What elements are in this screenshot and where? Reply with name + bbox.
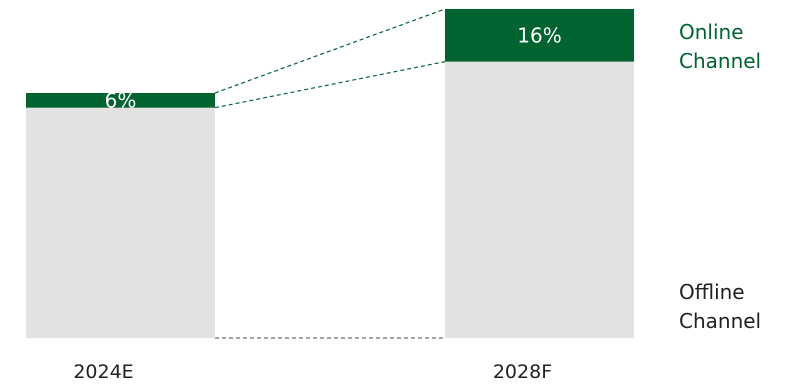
bar-offline-2028F — [445, 61, 634, 338]
data-label-2028F: 16% — [517, 23, 561, 47]
bar-online-2024E — [26, 93, 215, 108]
category-label-2028F: 2028F — [493, 361, 552, 383]
connector-top — [214, 8, 446, 94]
legend-offline-line1: Offline — [679, 280, 745, 304]
category-label-2024E: 2024E — [73, 361, 133, 383]
bar-offline-2024E — [26, 107, 215, 338]
data-label-2024E: 6% — [105, 88, 137, 112]
connector-split — [214, 61, 446, 109]
connector-lines — [214, 8, 446, 339]
legend-online-line1: Online — [679, 20, 744, 44]
legend-online-line2: Channel — [679, 49, 761, 73]
legend: Online Channel Offline Channel — [679, 20, 761, 333]
legend-offline-line2: Channel — [679, 309, 761, 333]
bars — [26, 9, 634, 338]
bar-online-2028F — [445, 9, 634, 62]
